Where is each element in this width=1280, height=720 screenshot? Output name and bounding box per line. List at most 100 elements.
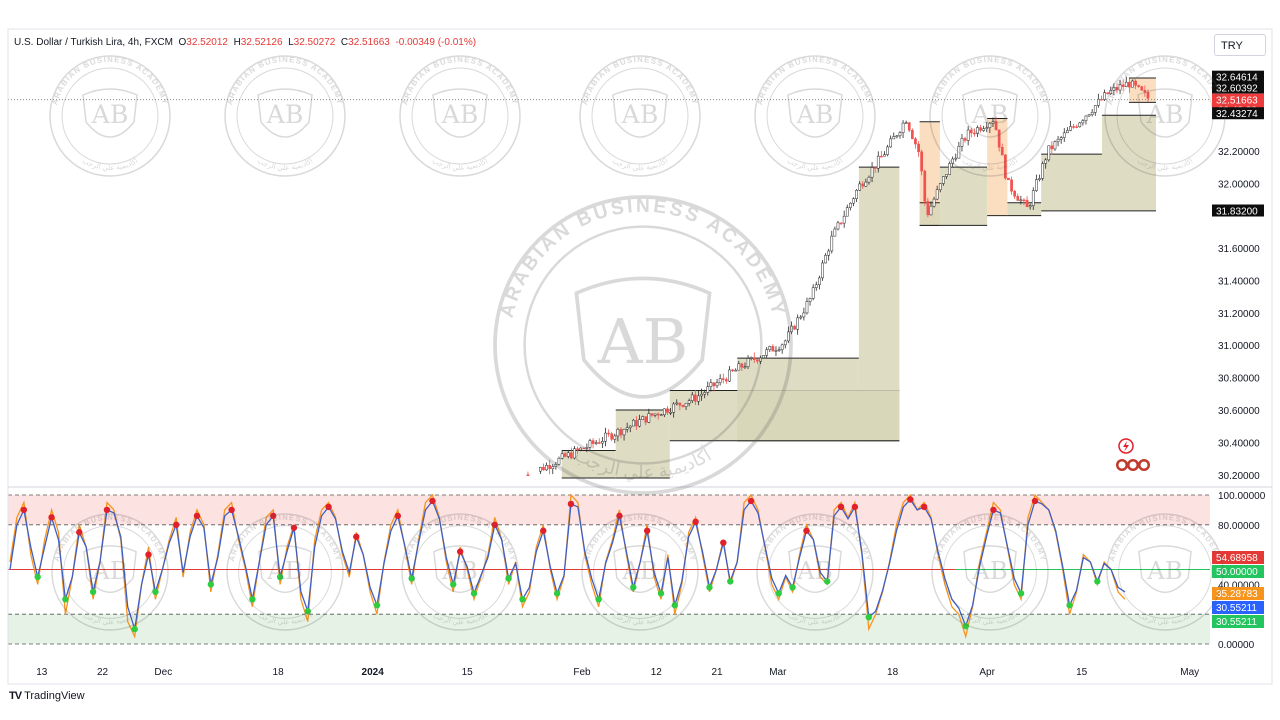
candle-body-23 — [597, 442, 601, 444]
watermark-top-4-arc-text: ARABIAN BUSINESS ACADEMY — [755, 55, 874, 106]
candle-body-174 — [1066, 130, 1069, 134]
candle-body-45 — [666, 408, 669, 413]
peak-marker-65 — [456, 548, 464, 555]
watermark-osc-5-ring — [931, 513, 1049, 631]
candle-body-127 — [920, 151, 924, 172]
osc-tick-3: 40.00000 — [1218, 580, 1260, 591]
candle-body-50 — [681, 404, 685, 407]
currency-button[interactable]: TRY — [1214, 34, 1266, 56]
watermark-osc-5-shield — [963, 545, 1017, 593]
trough-marker-111 — [775, 590, 782, 597]
candle-body-35 — [635, 420, 638, 427]
watermark-top-1-text2: أكاديمية علي الرجب — [256, 155, 314, 172]
candle-body-153 — [1000, 147, 1004, 156]
candle-body-99 — [833, 228, 837, 237]
watermark-top-6-shield — [1137, 88, 1193, 138]
flags-icon[interactable] — [1116, 459, 1150, 471]
candle-body-56 — [700, 393, 703, 397]
watermark-top-1-arc-text: ARABIAN BUSINESS ACADEMY — [225, 55, 344, 106]
candle-body-33 — [628, 425, 632, 428]
watermark-osc-2-inner-ring — [413, 525, 507, 619]
watermark-top-2-arabic-text: أكاديمية علي الرجب — [431, 155, 489, 172]
price-tick-4: 31.20000 — [1218, 309, 1260, 320]
trough-marker-74 — [519, 596, 526, 603]
candle-body-90 — [805, 301, 809, 314]
candle-body-199 — [1143, 89, 1147, 93]
peak-marker-92 — [643, 527, 651, 534]
time-tick-1: 22 — [97, 667, 109, 678]
candle-body-100 — [836, 222, 840, 230]
watermark-top-0-text2: أكاديمية علي الرجب — [81, 155, 139, 172]
candle-body-135 — [945, 174, 948, 177]
candle-body-71 — [746, 358, 750, 367]
price-label-4: 31.83200 — [1216, 207, 1258, 218]
osc-tick-1: 80.00000 — [1218, 521, 1260, 532]
watermark-osc-0-ring — [51, 513, 169, 631]
watermark-top-5-ring — [929, 55, 1051, 177]
candle-body-93 — [814, 284, 818, 288]
candle-body-94 — [818, 277, 821, 286]
candle-body-5 — [542, 467, 545, 471]
trough-marker-101 — [706, 584, 713, 591]
candle-body-184 — [1097, 98, 1100, 106]
price-tick-1: 32.00000 — [1218, 179, 1260, 190]
trough-marker-12 — [89, 588, 97, 596]
watermark-osc-3-ring — [581, 513, 699, 631]
time-tick-4: 2024 — [362, 667, 385, 678]
candle-body-89 — [802, 312, 806, 318]
candle-body-74 — [756, 359, 759, 362]
peak-marker-122 — [851, 503, 859, 511]
watermark-top-3-text2: أكاديمية علي الرجب — [611, 155, 669, 172]
candle-body-119 — [895, 135, 899, 138]
candle-body-142 — [966, 129, 970, 141]
overbought-band — [8, 495, 1210, 525]
watermark-top-4-monogram: AB — [796, 100, 834, 129]
symbol-title[interactable]: U.S. Dollar / Turkish Lira, 4h, FXCM — [14, 37, 173, 48]
candle-body-113 — [876, 155, 880, 169]
peak-marker-14 — [103, 506, 111, 514]
candle-body-103 — [845, 207, 849, 217]
flash-icon[interactable] — [1118, 438, 1134, 454]
watermark-osc-1-shield — [258, 545, 312, 593]
watermark-osc-5-monogram: AB — [971, 556, 1008, 585]
candle-body-7 — [548, 465, 552, 469]
candle-body-75 — [759, 357, 762, 362]
watermark-top-0-text: ARABIAN BUSINESS ACADEMY — [50, 55, 170, 106]
peak-marker-20 — [145, 551, 152, 558]
peak-marker-38 — [269, 512, 277, 520]
price-label-0: 32.64614 — [1216, 73, 1258, 84]
candle-body-106 — [855, 190, 858, 199]
watermark-top-6-inner-ring — [1116, 67, 1214, 165]
watermark-top-3-arc-text: ARABIAN BUSINESS ACADEMY — [580, 55, 699, 106]
candle-body-51 — [684, 402, 688, 407]
price-label-bg-1 — [1212, 81, 1264, 94]
trough-marker-67 — [470, 590, 478, 597]
candle-body-32 — [625, 427, 629, 430]
candle-body-200 — [1146, 92, 1150, 99]
candle-body-12 — [563, 453, 567, 457]
watermark-top-5-inner-ring — [941, 67, 1039, 165]
peak-marker-132 — [920, 503, 928, 511]
osc-label-bg-4 — [1212, 615, 1264, 628]
osc-label-2: 35.28783 — [1216, 589, 1258, 600]
trough-marker-146 — [1017, 590, 1025, 597]
peak-marker-99 — [692, 518, 699, 526]
candle-body-39 — [647, 413, 651, 423]
watermark-top-4-text2: أكاديمية علي الرجب — [786, 155, 844, 172]
candle-body-102 — [842, 215, 846, 224]
candle-body-69 — [740, 363, 744, 368]
candle-body-31 — [622, 428, 626, 436]
candle-body-95 — [821, 262, 824, 279]
candle-body-147 — [982, 128, 986, 131]
tradingview-brand[interactable]: TV TradingView — [9, 690, 85, 702]
candle-body-86 — [793, 325, 796, 330]
watermark-top-2-monogram: AB — [441, 100, 479, 129]
symbol-header: U.S. Dollar / Turkish Lira, 4h, FXCM O32… — [14, 37, 476, 48]
candle-body-73 — [752, 357, 756, 360]
watermark-top-1-arabic-text: أكاديمية علي الرجب — [256, 155, 314, 172]
price-label-2: 32.51663 — [1216, 96, 1258, 107]
candle-body-6 — [545, 465, 548, 471]
candle-body-169 — [1050, 145, 1054, 150]
